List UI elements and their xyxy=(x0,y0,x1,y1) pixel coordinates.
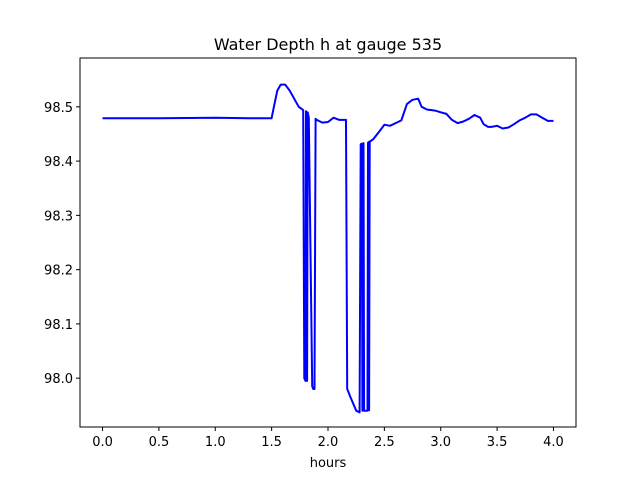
x-tick-label: 2.5 xyxy=(374,435,395,450)
y-tick-label: 98.1 xyxy=(44,318,73,333)
y-tick-label: 98.0 xyxy=(44,372,73,387)
y-tick-label: 98.3 xyxy=(44,209,73,224)
y-axis: 98.0 98.1 98.2 98.3 98.4 98.5 xyxy=(44,101,80,387)
x-tick-label: 0.5 xyxy=(149,435,170,450)
y-tick-label: 98.2 xyxy=(44,264,73,279)
x-tick-label: 4.0 xyxy=(543,435,564,450)
y-tick-label: 98.5 xyxy=(44,101,73,116)
x-tick-label: 3.0 xyxy=(430,435,451,450)
x-tick-label: 1.5 xyxy=(261,435,282,450)
x-tick-label: 1.0 xyxy=(205,435,226,450)
x-tick-label: 2.0 xyxy=(318,435,339,450)
chart-title: Water Depth h at gauge 535 xyxy=(214,35,442,54)
water-depth-line xyxy=(102,83,554,414)
x-axis-label: hours xyxy=(310,456,347,471)
y-tick-label: 98.4 xyxy=(44,155,73,170)
x-axis: 0.0 0.5 1.0 1.5 2.0 2.5 3.0 3.5 4.0 xyxy=(92,427,564,450)
x-tick-label: 0.0 xyxy=(92,435,113,450)
x-tick-label: 3.5 xyxy=(487,435,508,450)
plot-frame xyxy=(79,57,577,428)
